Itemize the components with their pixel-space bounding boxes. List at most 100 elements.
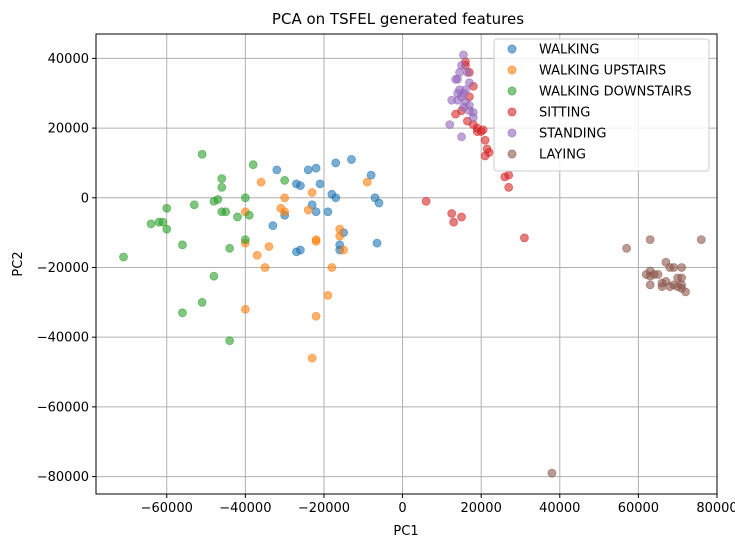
data-point	[457, 212, 466, 222]
data-point	[154, 217, 164, 227]
data-point	[451, 109, 461, 119]
data-point	[248, 160, 258, 170]
legend-label: SITTING	[539, 106, 590, 121]
data-point	[209, 271, 219, 281]
data-point	[315, 179, 325, 189]
data-point	[445, 120, 455, 130]
data-point	[366, 170, 376, 180]
series-1	[240, 177, 372, 363]
x-axis-ticks: −60000 −40000 −20000 0 20000 40000 60000 80000	[141, 494, 735, 516]
data-point	[464, 78, 474, 88]
data-point	[461, 85, 470, 95]
y-tick-label: 40000	[48, 52, 89, 67]
data-point	[189, 200, 199, 210]
data-point	[447, 209, 457, 218]
data-point	[468, 113, 478, 123]
data-point	[645, 280, 655, 290]
x-tick-label: −20000	[298, 501, 350, 516]
data-point	[119, 252, 128, 262]
data-point	[520, 233, 529, 243]
data-point	[162, 224, 172, 234]
data-point	[374, 198, 384, 208]
chart-title: PCA on TSFEL generated features	[272, 10, 524, 28]
data-point	[240, 304, 250, 314]
data-point	[480, 135, 490, 145]
legend-box	[493, 38, 710, 172]
series-3	[421, 57, 529, 243]
data-point	[653, 270, 663, 279]
data-point	[178, 308, 187, 318]
data-points	[119, 50, 706, 478]
data-point	[311, 163, 321, 173]
data-point	[303, 165, 313, 175]
data-point	[244, 210, 254, 220]
data-point	[482, 144, 492, 154]
series-0	[268, 155, 384, 257]
data-point	[280, 193, 290, 203]
data-point	[645, 235, 655, 245]
data-point	[339, 245, 349, 255]
data-point	[268, 221, 278, 231]
series-4	[445, 50, 478, 142]
data-point	[197, 149, 207, 159]
y-tick-label: 20000	[48, 122, 89, 137]
data-point	[331, 193, 341, 203]
data-point	[217, 182, 227, 192]
data-point	[264, 242, 274, 251]
legend-label: STANDING	[539, 127, 606, 142]
y-axis-label: PC2	[11, 251, 26, 276]
data-point	[256, 177, 266, 187]
data-point	[323, 207, 333, 217]
data-point	[362, 177, 372, 187]
data-point	[463, 67, 472, 77]
data-point	[295, 181, 305, 190]
y-tick-label: −20000	[37, 261, 89, 276]
data-point	[372, 238, 382, 248]
data-point	[478, 125, 488, 135]
legend-marker	[507, 149, 517, 159]
legend-marker	[507, 128, 517, 138]
data-point	[453, 88, 462, 98]
data-point	[221, 207, 231, 217]
y-tick-label: −60000	[37, 400, 89, 415]
x-tick-label: 80000	[696, 501, 735, 516]
x-tick-label: −60000	[141, 501, 193, 516]
data-point	[504, 182, 514, 192]
data-point	[178, 240, 187, 250]
y-tick-label: 0	[81, 191, 89, 206]
series-2	[119, 149, 290, 346]
data-point	[451, 74, 461, 84]
data-point	[311, 236, 321, 246]
data-point	[280, 207, 290, 217]
legend-marker	[507, 65, 517, 75]
y-tick-label: −40000	[37, 331, 89, 346]
data-point	[457, 132, 466, 142]
data-point	[547, 468, 557, 478]
legend-label: LAYING	[539, 148, 586, 163]
data-point	[217, 174, 227, 184]
legend: WALKING WALKING UPSTAIRS WALKING DOWNSTAIR…	[493, 38, 710, 172]
x-tick-label: 40000	[539, 501, 580, 516]
x-tick-label: 60000	[618, 501, 659, 516]
data-point	[331, 158, 341, 168]
series-5	[547, 235, 706, 478]
data-point	[327, 263, 337, 272]
data-point	[209, 196, 219, 206]
data-point	[449, 217, 459, 227]
data-point	[347, 155, 356, 164]
data-point	[260, 263, 270, 272]
data-point	[303, 205, 313, 215]
legend-label: WALKING DOWNSTAIRS	[539, 85, 692, 100]
data-point	[292, 247, 301, 257]
legend-marker	[507, 44, 517, 54]
data-point	[622, 243, 632, 253]
data-point	[162, 203, 172, 213]
legend-label: WALKING	[539, 43, 599, 58]
data-point	[323, 290, 333, 300]
data-point	[146, 219, 156, 229]
x-axis-label: PC1	[393, 524, 418, 539]
x-tick-label: −40000	[219, 501, 271, 516]
data-point	[681, 287, 690, 297]
data-point	[673, 282, 683, 292]
